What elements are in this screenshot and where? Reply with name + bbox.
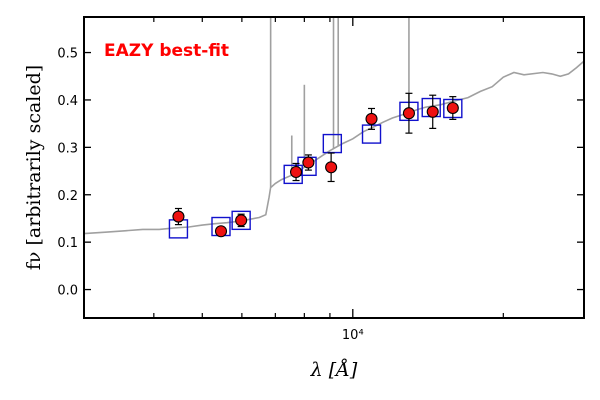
observed-flux-point	[365, 112, 378, 125]
x-tick-label: 10⁴	[342, 328, 364, 343]
y-tick-label: 0.2	[57, 189, 78, 204]
plot-frame	[83, 16, 585, 319]
observed-photometry-layer	[172, 92, 459, 238]
observed-flux-point	[235, 214, 248, 227]
y-axis-label: fν [arbitrarily scaled]	[23, 65, 45, 270]
x-axis-label: λ [Å]	[310, 359, 358, 381]
y-tick-label: 0.3	[57, 141, 78, 156]
y-tick-label: 0.5	[57, 47, 78, 62]
annotation-label: EAZY best-fit	[104, 41, 229, 61]
model-flux-marker	[283, 164, 303, 185]
y-tick-label: 0.1	[57, 236, 78, 251]
observed-flux-point	[214, 225, 228, 238]
model-flux-marker	[231, 210, 251, 231]
spectrum-continuum	[83, 60, 585, 235]
y-tick-label: 0.0	[57, 284, 78, 299]
y-tick-label: 0.4	[57, 94, 78, 109]
observed-flux-point	[325, 161, 338, 174]
model-photometry-layer	[168, 97, 463, 239]
axis-ticks	[84, 17, 584, 318]
observed-flux-point	[426, 105, 439, 118]
tick-labels: 0.0 0.1 0.2 0.3 0.4 0.5 10⁴	[57, 47, 363, 343]
observed-flux-point	[402, 107, 415, 120]
observed-flux-point	[302, 156, 315, 169]
observed-flux-point	[289, 165, 303, 179]
observed-flux-point	[172, 210, 185, 223]
observed-flux-point	[446, 101, 459, 115]
